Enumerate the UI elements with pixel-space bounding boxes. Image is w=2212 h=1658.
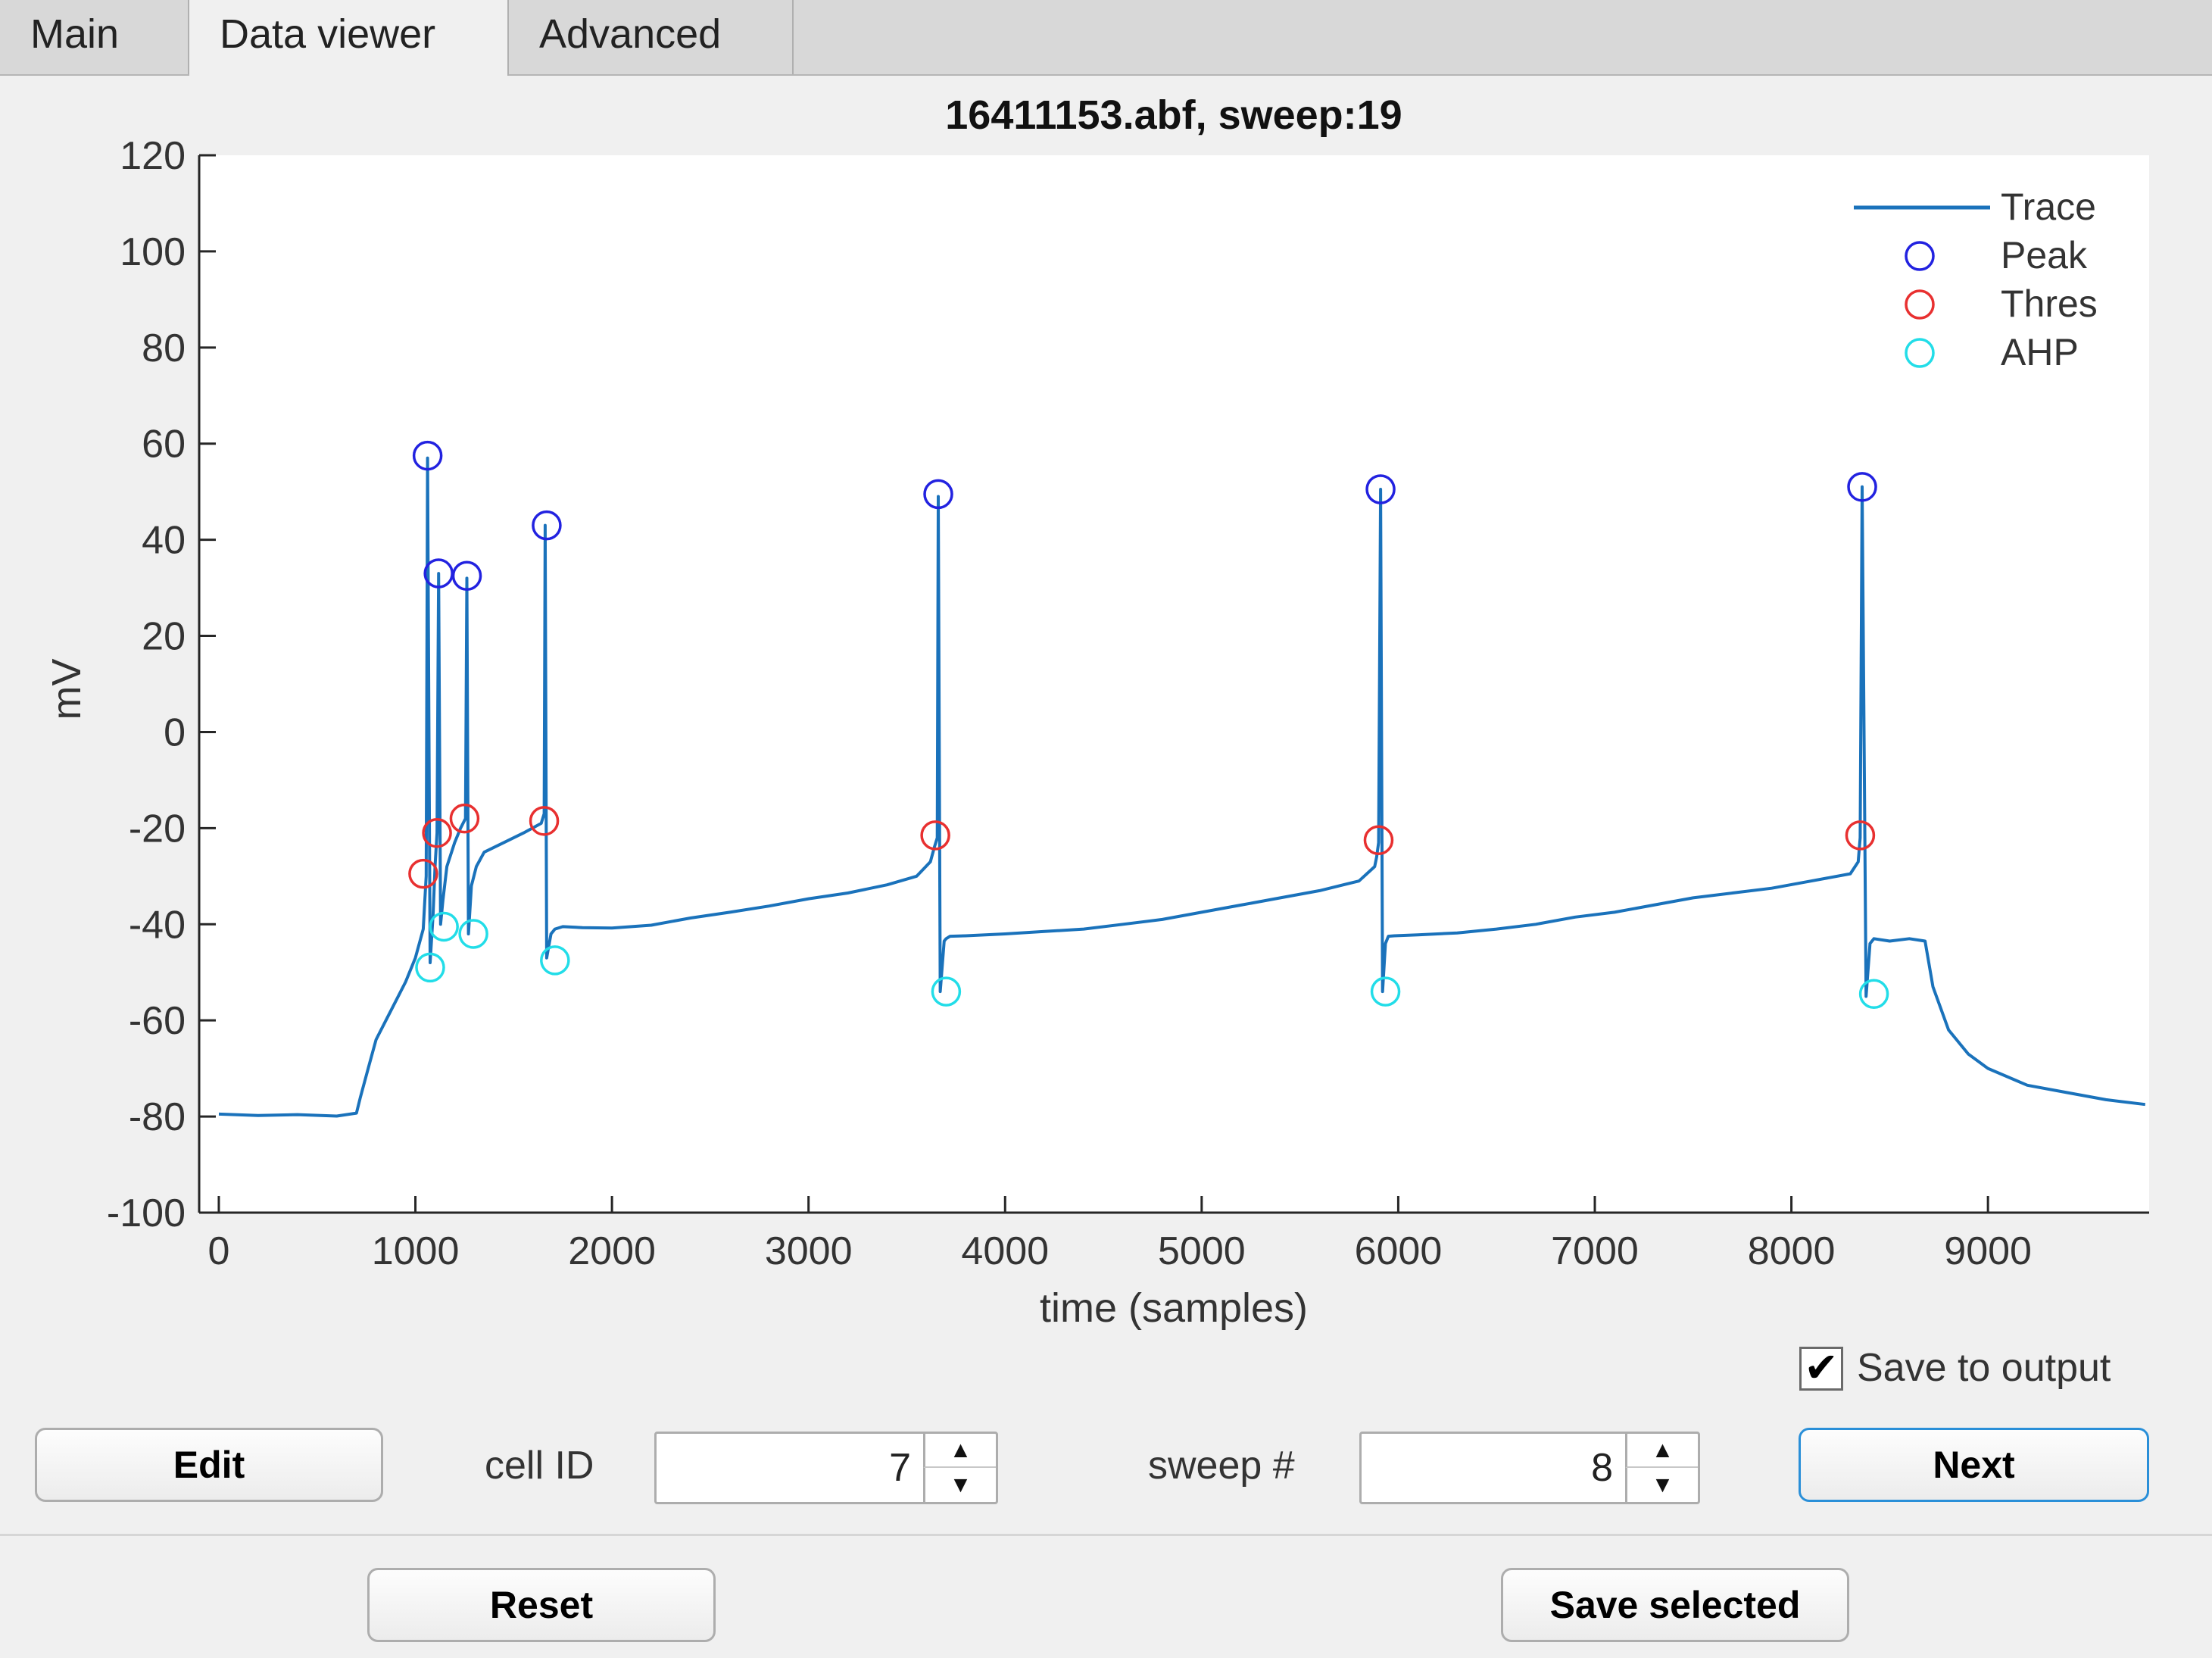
thres-marker [1845, 820, 1876, 851]
y-tick-label: 60 [142, 423, 186, 467]
save-to-output-label: Save to output [1857, 1346, 2111, 1390]
ahp-marker [1370, 976, 1401, 1007]
legend-peak-swatch [1905, 241, 1935, 271]
legend-label: Peak [2001, 234, 2088, 276]
tab-advanced[interactable]: Advanced [509, 0, 794, 74]
peak-marker [451, 560, 482, 591]
arrow-up-icon: ▲ [1651, 1437, 1674, 1463]
legend: Trace Peak Thres AHP [1854, 186, 2098, 373]
edit-button[interactable]: Edit [35, 1428, 383, 1502]
x-tick-label: 9000 [1944, 1229, 2032, 1273]
divider [0, 1534, 2212, 1536]
y-tick-label: -40 [129, 903, 186, 947]
thres-marker [408, 858, 438, 889]
legend-thres-swatch [1905, 289, 1935, 320]
arrow-down-icon: ▼ [949, 1472, 972, 1497]
thres-marker [920, 820, 950, 851]
y-tick-label: -20 [129, 807, 186, 851]
cell-id-spinner: ▲ ▼ [654, 1432, 998, 1504]
tab-main[interactable]: Main [0, 0, 189, 74]
legend-ahp-swatch [1905, 338, 1935, 368]
x-tick-label: 3000 [765, 1229, 853, 1273]
y-axis-label: mV [44, 659, 89, 720]
y-tick-label: 40 [142, 519, 186, 563]
sweep-decrement-button[interactable]: ▼ [1625, 1468, 1698, 1502]
ahp-marker [429, 911, 459, 942]
cell-id-input[interactable] [657, 1434, 923, 1502]
x-tick-label: 1000 [372, 1229, 460, 1273]
y-tick-label: -60 [129, 999, 186, 1043]
peak-marker [532, 510, 562, 541]
sweep-label: sweep # [1148, 1444, 1295, 1488]
x-tick-label: 8000 [1748, 1229, 1836, 1273]
ahp-marker [540, 945, 570, 976]
tab-data-viewer[interactable]: Data viewer [189, 0, 509, 76]
peak-marker [923, 479, 953, 510]
x-axis-label: time (samples) [1040, 1285, 1308, 1331]
y-tick-label: 20 [142, 615, 186, 659]
ahp-marker [1858, 979, 1889, 1010]
plot-area [199, 155, 2149, 1213]
ahp-marker [458, 919, 488, 949]
thres-marker [1363, 825, 1394, 855]
thres-marker [529, 806, 560, 836]
y-tick-label: 100 [120, 230, 186, 274]
tab-bar: Main Data viewer Advanced [0, 0, 2212, 76]
y-tick-label: 80 [142, 326, 186, 370]
arrow-up-icon: ▲ [949, 1437, 972, 1463]
cell-id-label: cell ID [485, 1444, 594, 1488]
peak-marker [1365, 474, 1396, 504]
thres-marker [422, 817, 452, 848]
peak-marker [1847, 472, 1877, 502]
ahp-marker [931, 976, 962, 1007]
save-selected-button[interactable]: Save selected [1501, 1568, 1849, 1642]
arrow-down-icon: ▼ [1651, 1472, 1674, 1497]
legend-label: AHP [2001, 331, 2079, 373]
x-tick-label: 0 [207, 1229, 229, 1273]
reset-button[interactable]: Reset [367, 1568, 716, 1642]
x-tick-label: 2000 [568, 1229, 656, 1273]
legend-label: Trace [2001, 186, 2096, 228]
trace-plot: 16411153.abf, sweep:19 0 1000 2000 3000 4000… [44, 92, 2149, 1331]
cell-id-increment-button[interactable]: ▲ [923, 1434, 996, 1468]
thres-marker [449, 803, 480, 834]
x-tick-label: 4000 [961, 1229, 1049, 1273]
x-tick-label: 7000 [1551, 1229, 1639, 1273]
peak-marker [412, 440, 443, 471]
sweep-spinner: ▲ ▼ [1359, 1432, 1700, 1504]
next-button[interactable]: Next [1799, 1428, 2149, 1502]
ahp-marker [415, 952, 445, 983]
y-tick-label: 0 [164, 710, 186, 754]
save-to-output-checkbox[interactable]: ✔ [1799, 1347, 1843, 1391]
x-tick-label: 6000 [1355, 1229, 1443, 1273]
cell-id-decrement-button[interactable]: ▼ [923, 1468, 996, 1502]
x-tick-label: 5000 [1158, 1229, 1246, 1273]
chart-title: 16411153.abf, sweep:19 [945, 92, 1402, 138]
y-tick-label: -80 [129, 1095, 186, 1139]
y-tick-label: 120 [120, 134, 186, 178]
legend-label: Thres [2001, 283, 2098, 325]
y-tick-label: -100 [107, 1191, 186, 1235]
sweep-increment-button[interactable]: ▲ [1625, 1434, 1698, 1468]
sweep-input[interactable] [1362, 1434, 1625, 1502]
check-icon: ✔ [1804, 1345, 1839, 1391]
